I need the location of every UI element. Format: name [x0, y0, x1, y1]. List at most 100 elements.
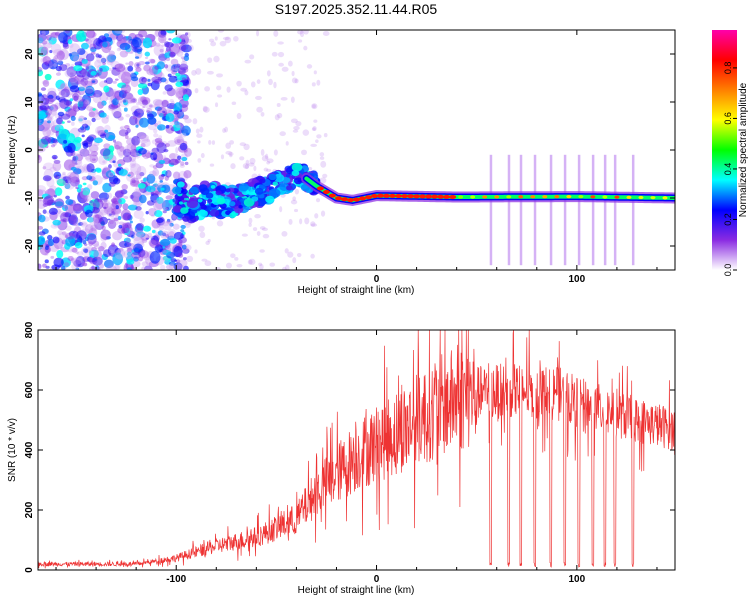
spectrogram-noise-blob — [171, 100, 175, 106]
spectrogram-noise-blob — [201, 258, 208, 262]
spectrogram-noise-blob — [185, 38, 192, 44]
spectrogram-noise-blob — [159, 224, 164, 229]
x-tick-label: 100 — [569, 274, 586, 285]
spectrogram-noise-blob — [52, 219, 61, 226]
spectrogram-noise-blob — [38, 231, 46, 236]
spectrogram-noise-blob — [153, 128, 158, 134]
spectrogram-noise-blob — [184, 32, 189, 36]
spectrogram-noise-blob — [136, 108, 145, 114]
spectrogram-noise-blob — [199, 231, 206, 239]
spectrogram-noise-blob — [87, 60, 91, 64]
spectrogram-noise-blob — [63, 86, 70, 93]
spectrogram-noise-blob — [77, 184, 83, 189]
spectrogram-noise-blob — [151, 237, 155, 241]
spectrogram-noise-blob — [281, 66, 289, 72]
spectrogram-noise-blob — [185, 85, 191, 89]
spectrogram-noise-blob — [96, 112, 101, 115]
spectrogram-noise-blob — [256, 106, 263, 113]
spectrogram-noise-blob — [73, 95, 79, 101]
spectrogram-noise-blob — [67, 142, 76, 153]
spectrogram-noise-blob — [217, 94, 223, 98]
spectrogram-noise-blob — [139, 217, 145, 223]
spectrogram-noise-blob — [179, 142, 188, 151]
spectrogram-noise-blob — [208, 38, 215, 43]
spectrogram-noise-blob — [107, 192, 113, 199]
spectrogram-noise-blob — [88, 144, 99, 153]
spectrogram-noise-blob — [294, 208, 299, 213]
spectrogram-noise-blob — [254, 214, 261, 219]
spectrogram-noise-blob — [146, 173, 156, 184]
spectrogram-noise-blob — [48, 207, 58, 215]
spectrogram-noise-blob — [82, 190, 90, 196]
spectrogram-noise-blob — [56, 50, 65, 61]
spectrogram-noise-blob — [273, 149, 278, 156]
spectrogram-peak — [494, 195, 500, 199]
spectrogram-noise-blob — [131, 98, 136, 103]
spectrogram-noise-blob — [124, 213, 131, 220]
spectrogram-noise-blob — [50, 32, 60, 39]
spectrogram-noise-blob — [311, 82, 316, 87]
spectrogram-noise-blob — [173, 136, 185, 145]
spectrogram-noise-blob — [211, 140, 216, 145]
spectrogram-signal-blob — [219, 203, 227, 209]
spectrogram-noise-blob — [90, 227, 97, 234]
spectrogram-signal-blob — [209, 209, 220, 217]
spectrogram-noise-blob — [165, 170, 172, 178]
spectrogram-noise-blob — [141, 97, 151, 105]
spectrogram-noise-blob — [129, 220, 133, 224]
spectrogram-noise-blob — [182, 248, 190, 254]
spectrogram-noise-blob — [65, 236, 76, 247]
spectrogram-noise-blob — [136, 132, 147, 140]
spectrogram-noise-blob — [292, 196, 297, 201]
spectrogram-peak — [449, 194, 457, 199]
spectrogram-noise-blob — [119, 126, 124, 130]
spectrogram-noise-blob — [83, 263, 88, 267]
spectrogram-noise-blob — [204, 86, 211, 92]
spectrogram-noise-blob — [41, 62, 50, 70]
spectrogram-noise-blob — [40, 46, 49, 56]
spectrogram-noise-blob — [112, 252, 124, 266]
spectrogram-noise-blob — [68, 77, 76, 83]
spectrogram-noise-blob — [135, 230, 145, 238]
spectrogram-noise-blob — [152, 98, 164, 106]
spectrogram-noise-blob — [75, 255, 86, 268]
spectrogram-noise-blob — [277, 41, 284, 45]
spectrogram-noise-blob — [70, 257, 74, 262]
spectrogram-noise-blob — [182, 57, 186, 63]
spectrogram-peak — [650, 196, 656, 200]
spectrogram-noise-blob — [38, 263, 42, 270]
spectrogram-noise-blob — [285, 264, 290, 270]
spectrogram-noise-blob — [244, 90, 249, 96]
spectrogram-noise-blob — [84, 195, 92, 201]
spectrogram-noise-blob — [48, 40, 53, 46]
spectrogram-noise-blob — [234, 257, 239, 261]
spectrogram-noise-blob — [62, 204, 69, 212]
spectrogram-noise-blob — [165, 258, 170, 262]
spectrogram-noise-blob — [47, 116, 53, 121]
spectrogram-noise-blob — [150, 59, 156, 64]
spectrogram-noise-blob — [174, 86, 184, 98]
spectrogram-noise-blob — [105, 236, 111, 240]
spectrogram-noise-blob — [83, 257, 88, 262]
spectrogram-signal-blob — [200, 187, 210, 195]
spectrogram-signal-blob — [272, 181, 279, 186]
spectrogram-noise-blob — [117, 215, 122, 221]
spectrogram-noise-blob — [103, 206, 115, 215]
spectrogram-noise-blob — [55, 79, 66, 90]
spectrogram-noise-blob — [171, 70, 178, 75]
spectrogram-noise-blob — [42, 79, 50, 87]
spectrogram-noise-blob — [241, 233, 248, 237]
spectrogram-noise-blob — [112, 160, 116, 164]
spectrogram-noise-blob — [75, 251, 79, 255]
spectrogram-noise-blob — [175, 81, 184, 88]
spectrogram-noise-blob — [310, 143, 318, 148]
spectrogram-noise-blob — [69, 98, 74, 102]
spectrogram-noise-blob — [90, 108, 100, 118]
spectrogram-noise-blob — [76, 48, 86, 55]
spectrogram-noise-blob — [153, 210, 163, 217]
spectrogram-noise-blob — [98, 208, 109, 216]
spectrogram-noise-blob — [156, 61, 165, 70]
spectrogram-noise-blob — [166, 220, 172, 224]
spectrogram-noise-blob — [144, 103, 155, 109]
spectrogram-noise-blob — [133, 209, 144, 219]
